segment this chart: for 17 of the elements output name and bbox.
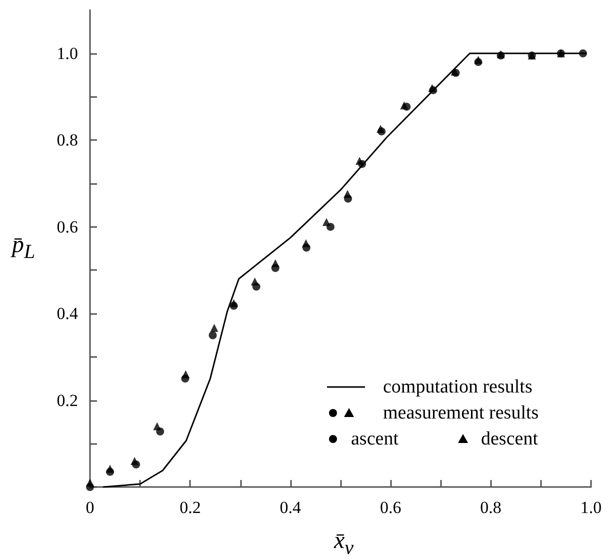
legend-label: ascent bbox=[351, 428, 400, 450]
x-tick-label: 0.6 bbox=[380, 498, 402, 517]
x-tick-label: 0 bbox=[86, 498, 94, 517]
legend-label: descent bbox=[481, 428, 539, 450]
x-tick-label: 0.8 bbox=[480, 498, 502, 517]
legend-title: measurement results bbox=[383, 402, 539, 424]
x-axis-title: x̄$_{v}$ bbox=[334, 528, 354, 559]
x-tick-label: 1.0 bbox=[580, 498, 602, 517]
y-tick-label: 0.2 bbox=[56, 390, 78, 410]
y-tick-label: 0.4 bbox=[56, 304, 78, 324]
x-tick-label: 0.4 bbox=[280, 498, 302, 517]
legend-label: computation results bbox=[383, 376, 532, 398]
x-tick-label: 0.2 bbox=[180, 498, 201, 517]
y-axis-title: p̄$_{L}$ bbox=[12, 232, 36, 265]
y-tick-label: 1.0 bbox=[56, 44, 78, 63]
y-tick-label: 0.8 bbox=[56, 130, 78, 150]
y-tick-label: 0.6 bbox=[56, 217, 78, 236]
